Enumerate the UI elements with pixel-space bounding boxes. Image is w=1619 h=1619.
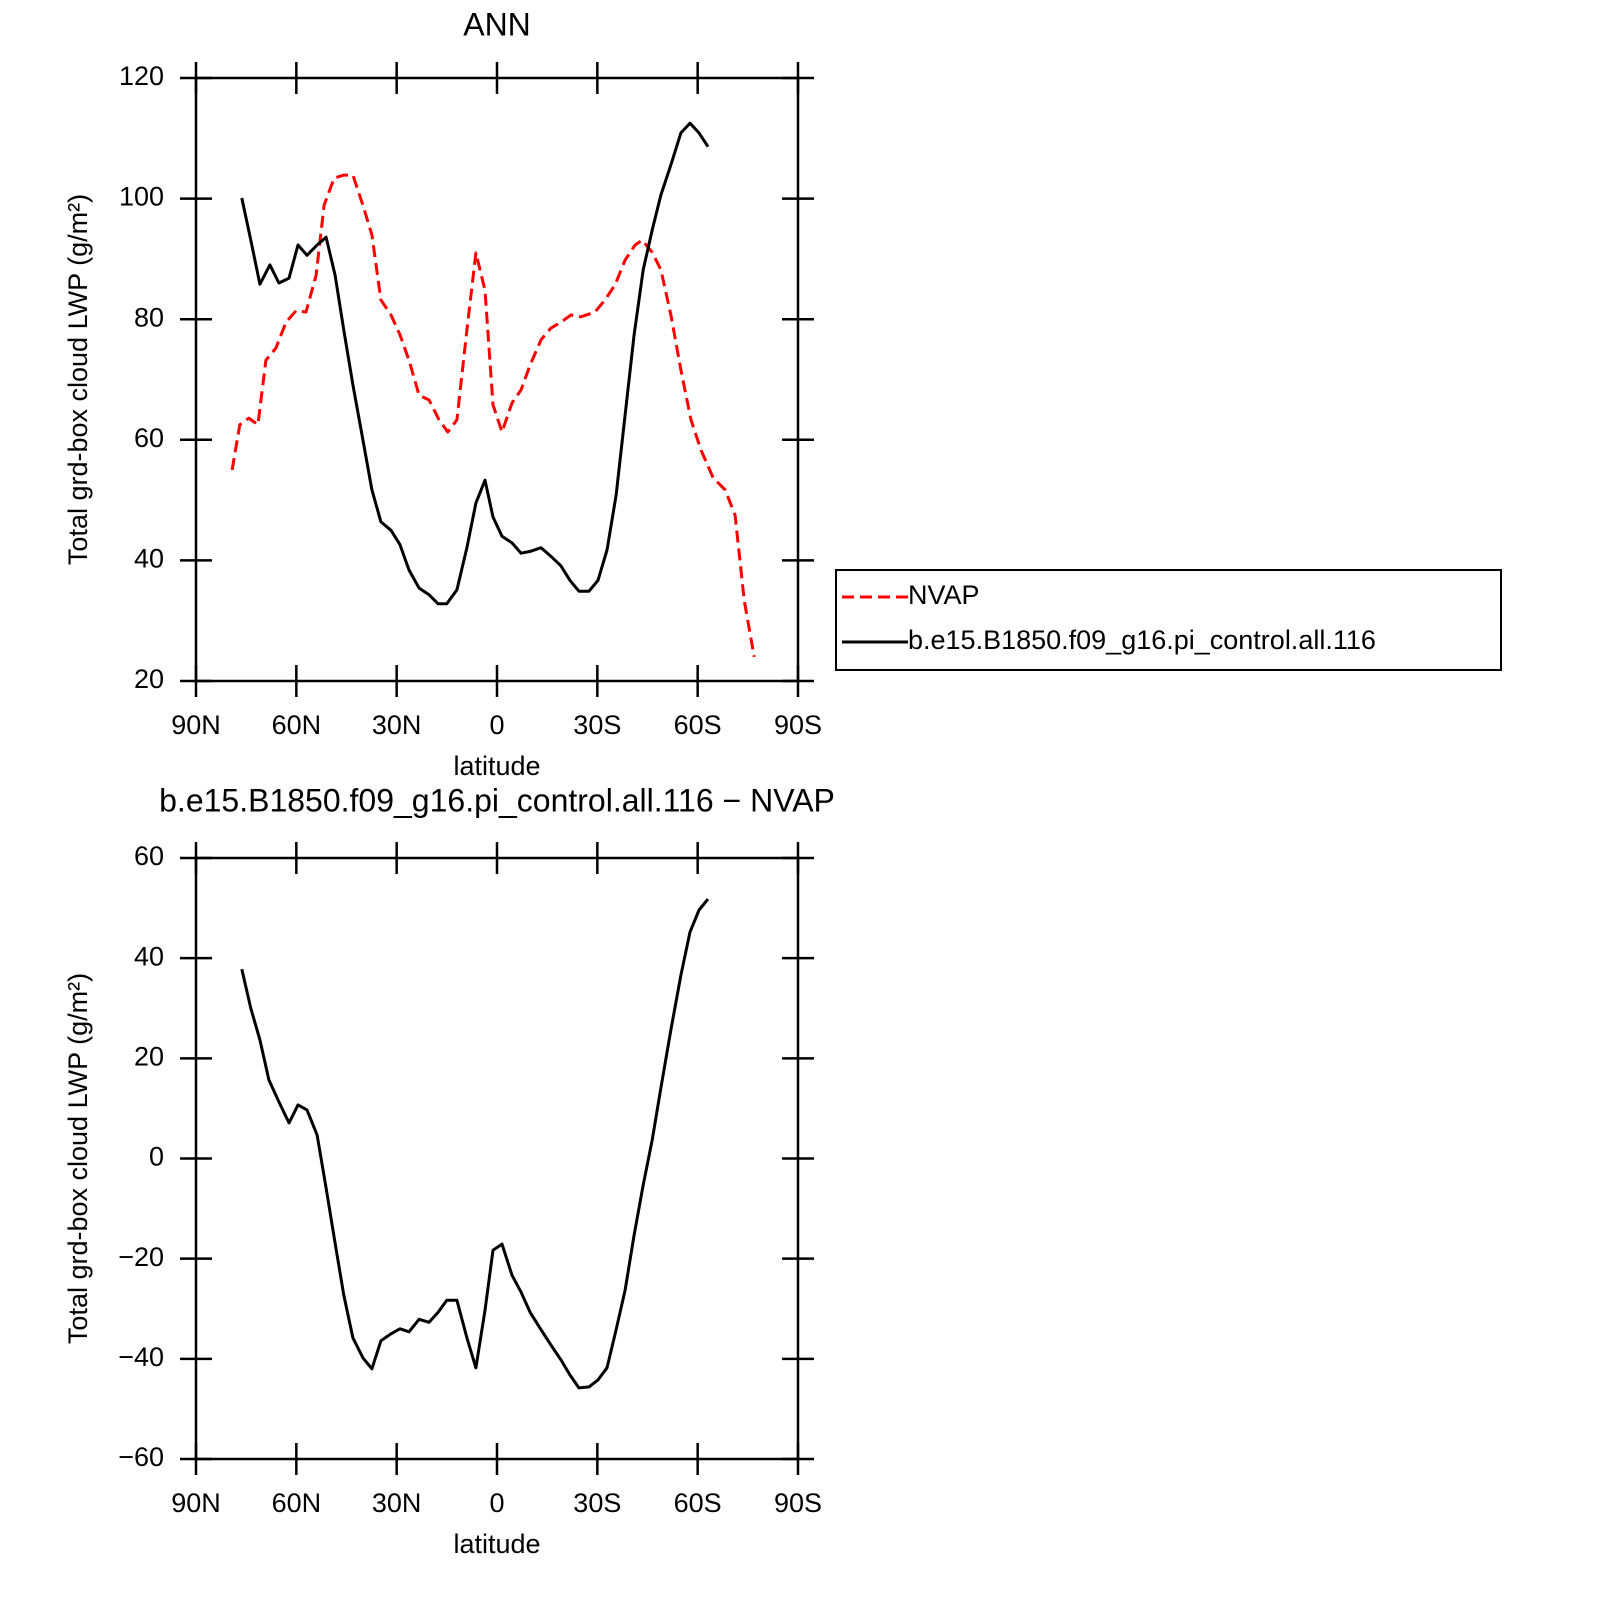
- chart-title: ANN: [463, 6, 531, 42]
- chart-title: b.e15.B1850.f09_g16.pi_control.all.116 −…: [159, 782, 835, 818]
- x-tick-label: 60S: [674, 710, 722, 740]
- legend-label: b.e15.B1850.f09_g16.pi_control.all.116: [908, 625, 1376, 655]
- y-tick-label: −40: [118, 1342, 164, 1372]
- y-tick-label: 80: [134, 302, 164, 332]
- x-tick-label: 0: [489, 1488, 504, 1518]
- y-tick-label: 60: [134, 423, 164, 453]
- legend-label: NVAP: [908, 580, 980, 610]
- y-tick-label: 20: [134, 664, 164, 694]
- y-tick-label: 60: [134, 841, 164, 871]
- x-tick-label: 30N: [372, 710, 422, 740]
- y-tick-label: 100: [119, 182, 164, 212]
- plot-frame: [194, 856, 800, 1461]
- y-tick-label: 0: [149, 1142, 164, 1172]
- plot-frame: [194, 76, 800, 683]
- data-line: [230, 173, 756, 658]
- x-tick-label: 90S: [774, 710, 822, 740]
- legend-box: [835, 569, 1502, 671]
- x-tick-label: 30S: [573, 710, 621, 740]
- x-tick-label: 90N: [171, 710, 221, 740]
- y-axis-label: Total grd-box cloud LWP (g/m²): [63, 973, 93, 1344]
- y-tick-label: 120: [119, 61, 164, 91]
- x-tick-label: 30S: [573, 1488, 621, 1518]
- x-tick-label: 30N: [372, 1488, 422, 1518]
- y-tick-label: 40: [134, 941, 164, 971]
- x-tick-label: 60N: [272, 1488, 322, 1518]
- y-axis-label: Total grd-box cloud LWP (g/m²): [63, 194, 93, 565]
- x-tick-label: 60S: [674, 1488, 722, 1518]
- x-tick-label: 90N: [171, 1488, 221, 1518]
- data-line: [240, 121, 710, 606]
- x-tick-label: 0: [489, 710, 504, 740]
- x-tick-label: 60N: [272, 710, 322, 740]
- y-tick-label: 20: [134, 1041, 164, 1071]
- y-tick-label: −20: [118, 1242, 164, 1272]
- y-tick-label: −60: [118, 1442, 164, 1472]
- y-tick-label: 40: [134, 544, 164, 574]
- x-axis-label: latitude: [453, 1529, 540, 1559]
- x-axis-label: latitude: [453, 751, 540, 781]
- x-tick-label: 90S: [774, 1488, 822, 1518]
- data-line: [240, 898, 710, 1390]
